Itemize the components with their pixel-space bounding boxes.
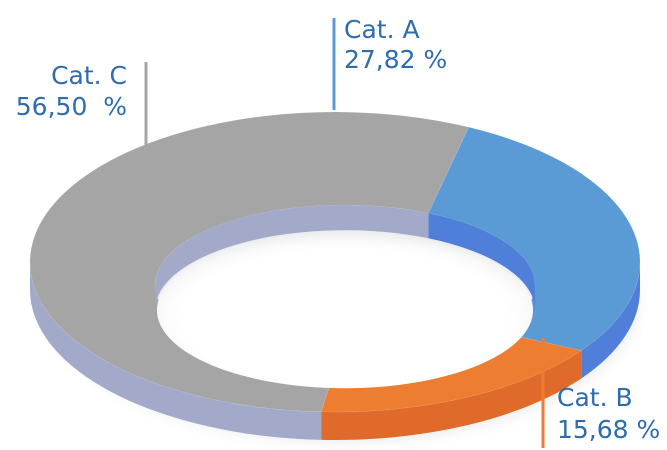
data-label-name-cat-b: Cat. B [557, 383, 633, 412]
data-label-value-cat-a: 27,82 % [344, 45, 447, 74]
data-label-value-cat-b: 15,68 % [557, 415, 660, 444]
outer-wall-cat-a-0 [581, 262, 640, 379]
label-layer: Cat. A27,82 % Cat. B 15,68 % Cat. C56,50 % [16, 15, 661, 444]
donut-hole-shade [157, 232, 533, 389]
inner-wall-cat-a-0 [428, 213, 535, 311]
outer-wall-cat-b-0 [321, 350, 582, 441]
outer-wall-cat-c-0 [29, 262, 322, 440]
leader-layer [144, 18, 545, 448]
data-label-name-cat-a: Cat. A [344, 15, 420, 44]
data-label-value-cat-c: 56,50 % [16, 92, 127, 121]
inner-wall-cat-c-0 [155, 205, 429, 311]
ring-layer [29, 111, 641, 442]
data-label-name-cat-c: Cat. C [51, 61, 127, 90]
